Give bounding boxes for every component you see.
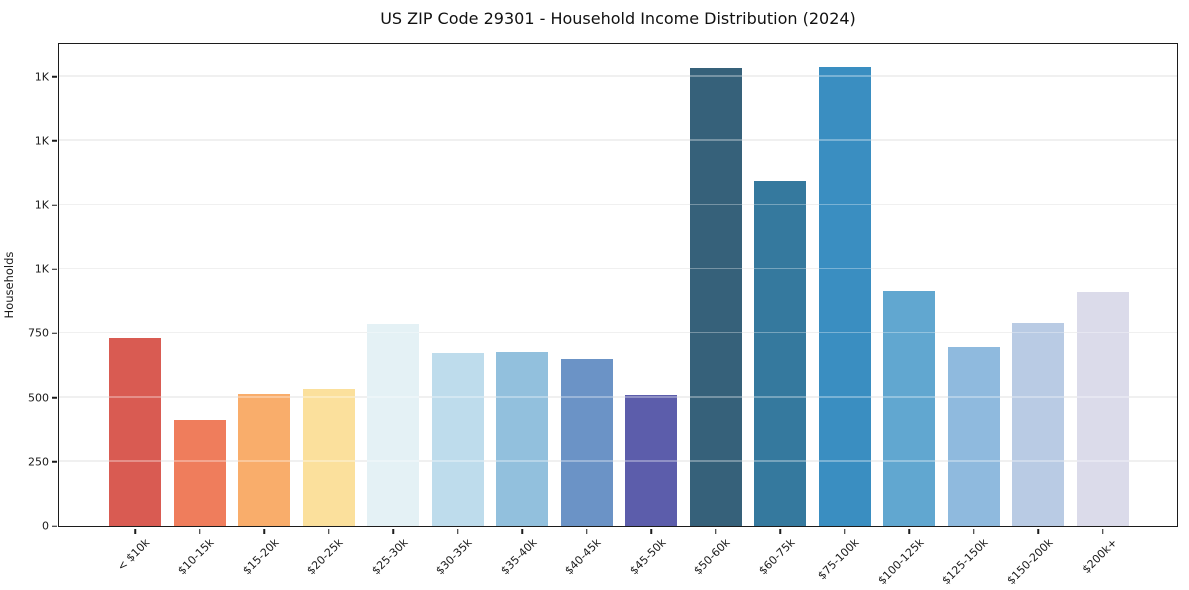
bar-slot-9: $45-50k (619, 44, 684, 577)
y-tick-label: 500 (28, 391, 49, 405)
y-tick-label: 1K (34, 134, 49, 148)
bar (109, 337, 162, 526)
grid-line (59, 203, 1177, 206)
grid-line (59, 139, 1177, 141)
bar (883, 291, 936, 526)
bar (625, 395, 678, 526)
bar (173, 419, 226, 526)
bar (754, 180, 807, 526)
chart-title: US ZIP Code 29301 - Household Income Dis… (380, 9, 856, 28)
y-tick-mark (51, 461, 57, 463)
y-tick-mark (51, 268, 57, 270)
grid-line (59, 75, 1177, 77)
y-tick-mark (51, 332, 57, 335)
x-tick-label: $75-100k (815, 536, 862, 583)
bar-slot-5: $25-30k (361, 44, 426, 577)
grid-line (59, 460, 1177, 462)
x-tick-mark (908, 528, 910, 534)
y-tick-label: 1K (34, 198, 49, 212)
x-tick-mark (263, 528, 265, 534)
bar-slot-6: $30-35k (426, 44, 491, 577)
y-tick-mark (51, 396, 57, 399)
x-tick-label: $10-15k (175, 536, 217, 578)
bar (947, 346, 1000, 526)
bar-slot-10: $50-60k (684, 44, 749, 577)
grid-line (59, 139, 1177, 141)
x-tick-label: $100-125k (875, 536, 927, 588)
bar-slot-16: $200k+ (1071, 44, 1136, 576)
y-axis-label: Households (2, 251, 16, 319)
x-tick-label: $200k+ (1079, 536, 1120, 577)
x-tick-mark (779, 528, 781, 534)
x-tick-mark (715, 528, 717, 534)
grid-line (59, 267, 1177, 270)
plot-area: < $10k $10-15k $15-20k $20-25k $25-30k $30-35… (28, 43, 1178, 587)
x-tick-mark (392, 528, 394, 534)
y-tick-mark (51, 140, 57, 142)
bar (431, 353, 484, 526)
bar (302, 389, 355, 526)
bar (689, 67, 742, 526)
x-tick-label: $50-60k (691, 536, 733, 578)
y-tick-mark (51, 204, 57, 206)
x-tick-mark (199, 528, 201, 534)
bar-slot-15: $150-200k (1004, 44, 1071, 587)
x-tick-label: $40-45k (562, 536, 604, 578)
y-tick-label: 250 (28, 455, 49, 469)
y-tick-mark (51, 75, 57, 78)
bar-slot-12: $75-100k (813, 44, 878, 582)
bar-slot-8: $40-45k (555, 44, 620, 577)
y-tick-label: 750 (28, 326, 49, 340)
bar-slot-3: $15-20k (232, 44, 297, 577)
grid-line (59, 396, 1177, 398)
x-tick-label: $30-35k (433, 536, 475, 578)
x-tick-mark (134, 528, 136, 534)
x-tick-mark (1037, 528, 1039, 534)
grid-line (59, 460, 1177, 462)
bar-slot-13: $100-125k (875, 44, 942, 587)
x-tick-label: $15-20k (240, 536, 282, 578)
bars-row: < $10k $10-15k $15-20k $20-25k $25-30k $30-35… (59, 44, 1177, 587)
bar (1012, 322, 1065, 526)
bar (496, 351, 549, 526)
x-tick-label: $150-200k (1004, 536, 1056, 588)
x-tick-label: $45-50k (627, 536, 669, 578)
bar (367, 323, 420, 526)
bar (1076, 292, 1129, 526)
bar-slot-14: $125-150k (940, 44, 1007, 587)
x-tick-label: $20-25k (304, 536, 346, 578)
x-tick-label: $60-75k (756, 536, 798, 578)
x-tick-label: < $10k (114, 536, 153, 574)
bar-slot-2: $10-15k (168, 44, 233, 577)
x-tick-label: $35-40k (498, 536, 540, 578)
bar (818, 66, 871, 526)
x-tick-label: $125-150k (939, 536, 991, 588)
bar-slot-4: $20-25k (297, 44, 362, 577)
grid-line (59, 331, 1177, 334)
y-tick-label: 0 (42, 519, 49, 533)
bar (238, 394, 291, 526)
bar (560, 359, 613, 526)
x-tick-mark (844, 528, 846, 534)
grid-line (59, 396, 1177, 398)
grid-line (59, 331, 1177, 334)
y-tick-label: 1K (34, 262, 49, 276)
x-tick-mark (1102, 528, 1104, 534)
x-tick-mark (973, 528, 975, 534)
x-tick-mark (457, 528, 459, 534)
bar-slot-1: < $10k (103, 44, 168, 574)
x-tick-label: $25-30k (369, 536, 411, 578)
x-tick-mark (521, 528, 523, 534)
y-tick-mark (51, 525, 57, 527)
grid-line (59, 75, 1177, 77)
grid-line (59, 203, 1177, 206)
bar-slot-11: $60-75k (748, 44, 813, 577)
y-tick-label: 1K (34, 70, 49, 84)
x-tick-mark (328, 528, 330, 534)
grid-line (59, 267, 1177, 270)
x-tick-mark (586, 528, 588, 534)
bar-slot-7: $35-40k (490, 44, 555, 577)
x-tick-mark (650, 528, 652, 534)
